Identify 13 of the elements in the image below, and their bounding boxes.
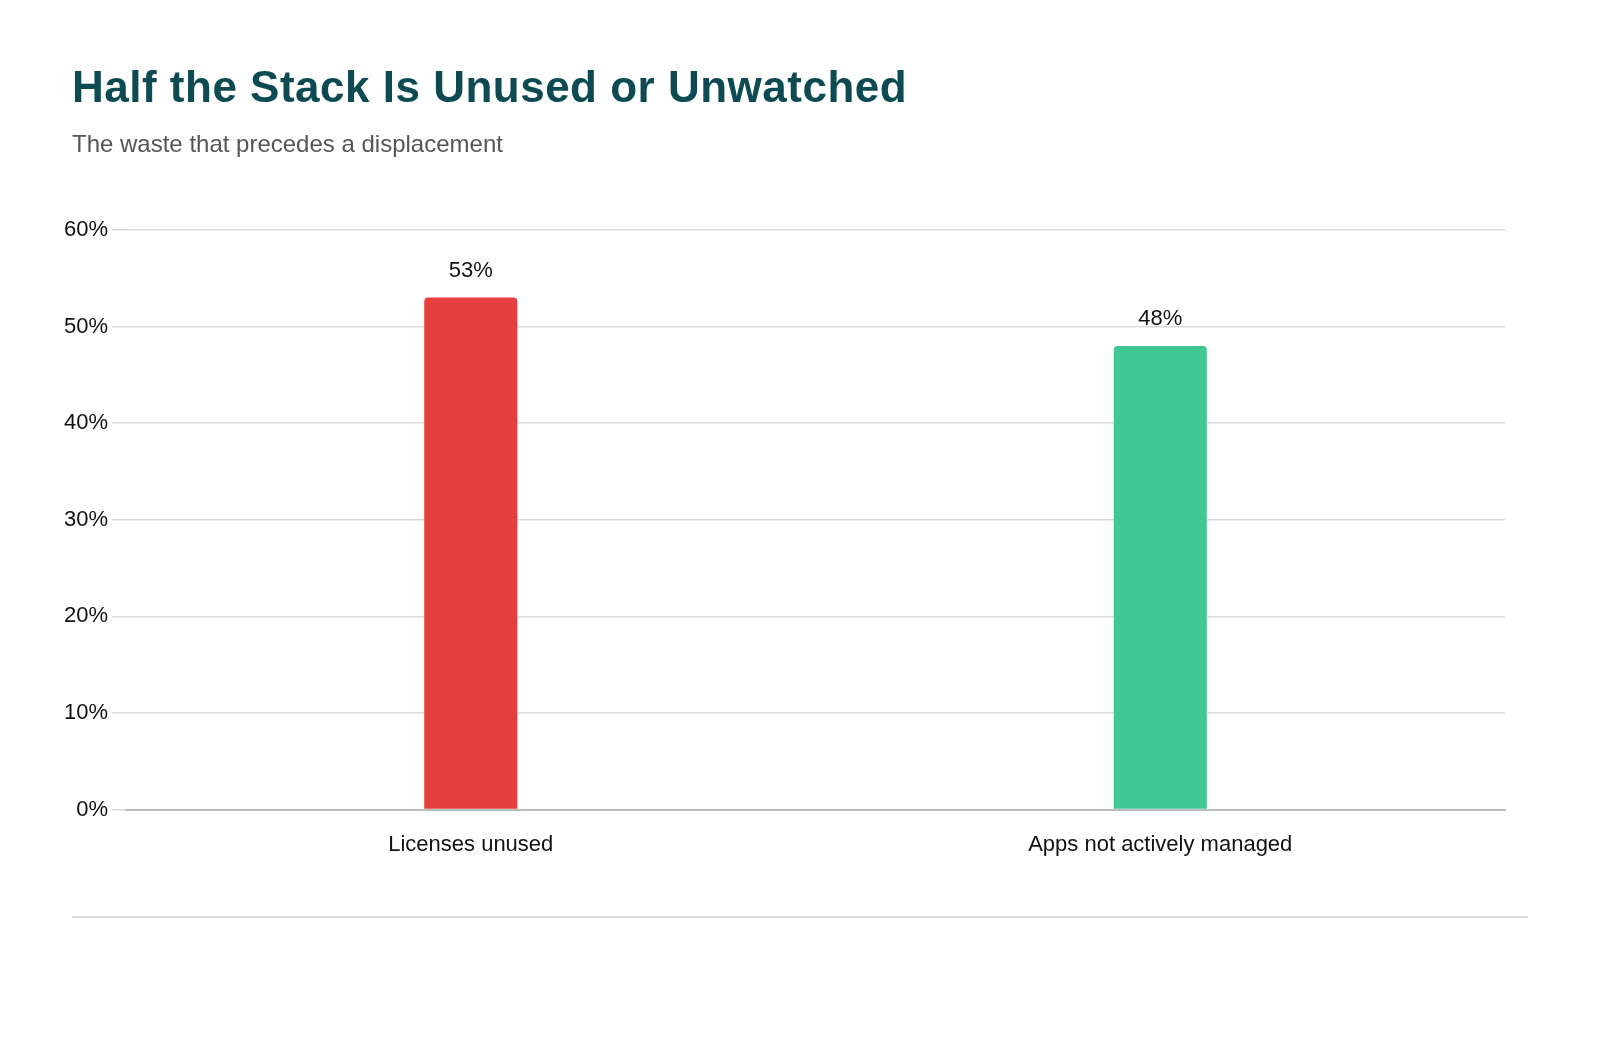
y-tick-label: 0%	[76, 795, 109, 821]
y-tick-label: 50%	[63, 312, 109, 338]
y-tick-label: 30%	[63, 505, 109, 531]
x-tick-label: Licenses unused	[388, 830, 554, 856]
y-tick-label: 60%	[63, 216, 109, 242]
data-label: 53%	[448, 256, 493, 282]
chart-subtitle: The waste that precedes a displacement	[72, 130, 503, 158]
y-tick-label: 40%	[63, 409, 109, 435]
y-tick-label: 10%	[63, 699, 109, 725]
x-tick-label: Apps not actively managed	[1028, 830, 1293, 856]
chart-title: Half the Stack Is Unused or Unwatched	[72, 62, 908, 112]
data-label: 48%	[1138, 304, 1183, 330]
y-tick-label: 20%	[63, 602, 109, 628]
